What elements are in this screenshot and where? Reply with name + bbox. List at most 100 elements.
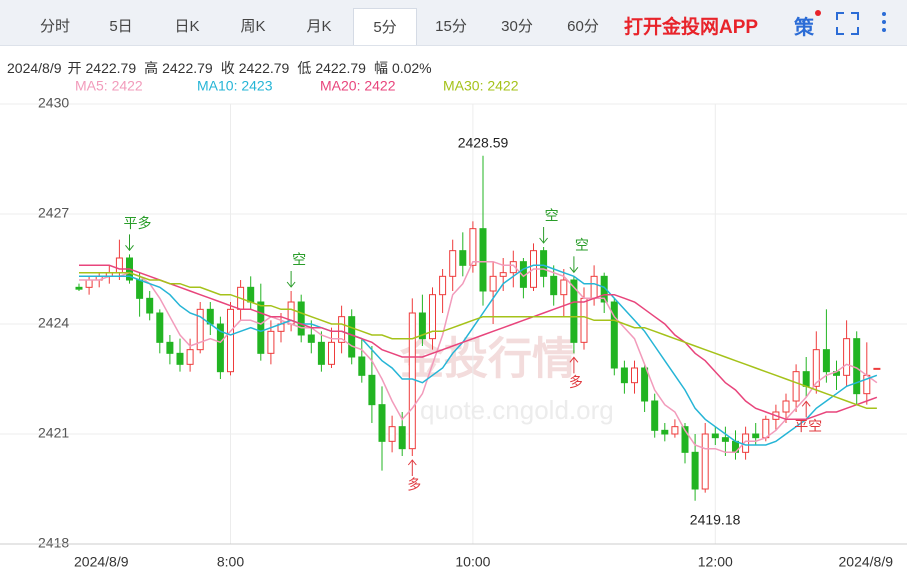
tab[interactable]: 日K: [174, 18, 200, 35]
candle-body: [762, 418, 770, 439]
candle-body: [429, 294, 436, 340]
candle-body: [297, 301, 305, 336]
signal-label: 空: [575, 237, 589, 253]
signal-label: 空: [292, 252, 306, 268]
candle-body: [247, 286, 255, 303]
candle-body: [328, 341, 335, 365]
candle-body: [469, 228, 477, 266]
candle-body: [115, 257, 123, 274]
candle-body: [216, 323, 224, 373]
x-tick-label: 12:00: [698, 554, 733, 570]
signal-label: 空: [545, 208, 559, 224]
signal-label: 多: [407, 477, 421, 493]
signal-arrowhead: [801, 400, 811, 407]
candle-body: [580, 297, 588, 343]
legend-entry: MA30: 2422: [443, 78, 519, 94]
signal-marker: 多: [407, 459, 421, 493]
candle-body: [479, 228, 487, 292]
badge-dot: [815, 10, 821, 16]
info-label: 低: [297, 60, 312, 76]
candle-body: [257, 301, 265, 354]
min-label: 2419.18: [690, 511, 741, 527]
candle-body: [398, 426, 406, 450]
signal-arrowhead: [125, 245, 134, 252]
tab[interactable]: 60分: [567, 18, 599, 35]
candle-body: [307, 334, 315, 343]
tab[interactable]: 5日: [109, 18, 133, 35]
tab[interactable]: 月K: [306, 18, 332, 35]
fullscreen-icon[interactable]: [836, 12, 859, 35]
strategy-button[interactable]: 策: [794, 17, 814, 39]
candle-body: [752, 433, 760, 439]
info-value: 2422.79: [238, 60, 290, 76]
candle-body: [499, 272, 507, 277]
signal-label: 多: [569, 374, 583, 390]
candle-body: [641, 367, 649, 402]
candle-body: [873, 367, 881, 370]
candle-body: [186, 349, 194, 365]
candle-body: [156, 312, 164, 343]
candle-body: [146, 297, 154, 314]
signal-arrowhead: [539, 237, 548, 244]
candle-body: [418, 312, 426, 340]
y-tick-label: 2418: [38, 535, 69, 551]
x-tick-label: 2024/8/9: [74, 554, 129, 570]
candle-body: [610, 301, 618, 369]
signal-marker: 多: [569, 356, 583, 390]
tab[interactable]: 分时: [39, 18, 70, 35]
watermark: quote.cngold.org: [420, 395, 614, 425]
max-label: 2428.59: [458, 134, 509, 150]
info-label: 收: [220, 60, 235, 76]
candle-body: [338, 316, 346, 343]
candle-body: [822, 349, 830, 373]
signal-arrowhead: [569, 356, 579, 363]
signal-arrowhead: [286, 281, 296, 288]
candle-body: [227, 308, 234, 373]
info-label: 高: [144, 60, 159, 76]
candle-body: [358, 356, 366, 376]
signal-marker: 空: [539, 208, 559, 244]
candle-body: [843, 338, 851, 376]
y-tick-label: 2430: [38, 95, 69, 111]
more-icon[interactable]: [882, 12, 886, 32]
candle-body: [378, 404, 386, 442]
signal-marker: 平空: [794, 400, 822, 434]
ma-line: [79, 264, 878, 421]
ma-line: [79, 264, 878, 446]
signal-marker: 空: [569, 237, 589, 274]
candle-body: [348, 316, 356, 358]
y-tick-label: 2427: [38, 205, 69, 221]
candle-body: [196, 308, 204, 351]
candle-body: [540, 250, 548, 277]
candle-body: [317, 341, 325, 365]
signal-label: 平多: [124, 215, 152, 231]
info-date: 2024/8/9: [7, 60, 62, 76]
candle-body: [661, 429, 669, 435]
y-tick-label: 2424: [38, 315, 69, 331]
info-value: 2422.79: [162, 60, 213, 76]
legend-entry: MA10: 2423: [197, 78, 273, 94]
tab[interactable]: 30分: [501, 18, 533, 35]
tab[interactable]: 5分: [353, 8, 417, 45]
x-tick-label: 2024/8/9: [839, 554, 894, 570]
candle-body: [136, 279, 144, 299]
signal-marker: 空: [286, 252, 306, 288]
candle-body: [651, 400, 659, 431]
x-tick-label: 10:00: [455, 554, 490, 570]
x-tick-label: 8:00: [217, 554, 244, 570]
tab[interactable]: 周K: [240, 18, 266, 35]
info-label: 开: [67, 60, 82, 76]
candle-body: [812, 349, 820, 387]
brand-link[interactable]: 打开金投网APP: [624, 17, 759, 38]
tab[interactable]: 15分: [435, 18, 467, 35]
info-label: 幅: [373, 60, 388, 76]
candle-body: [681, 426, 689, 453]
info-value: 0.02%: [391, 60, 432, 76]
candle-body: [560, 279, 568, 296]
candle-body: [267, 330, 275, 354]
signal-marker: 平多: [124, 215, 152, 252]
watermark: 金投行情: [399, 335, 576, 384]
candle-body: [711, 433, 719, 439]
